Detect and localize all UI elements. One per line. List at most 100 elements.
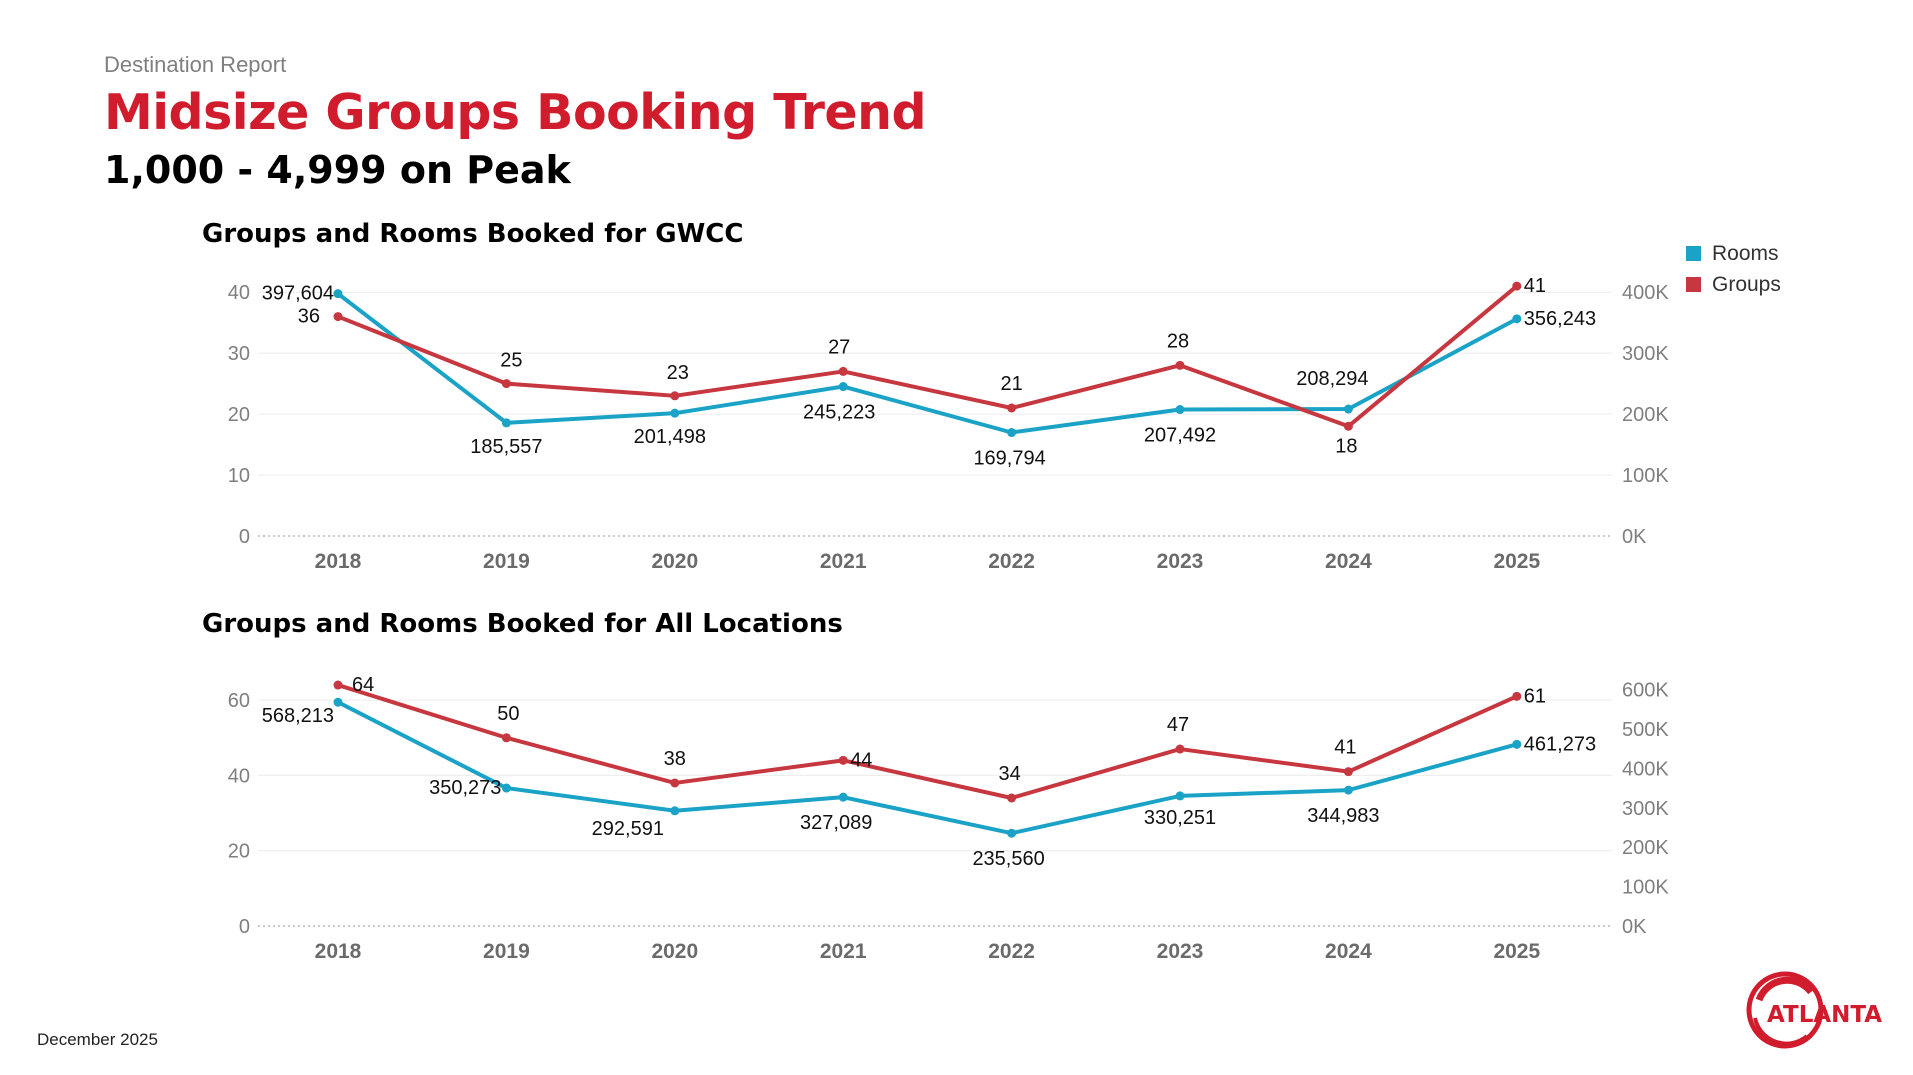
data-label-groups: 28 [1167,330,1189,352]
left-axis-tick-label: 20 [228,841,250,863]
data-label-rooms: 207,492 [1144,425,1216,447]
right-axis-tick-label: 200K [1622,837,1669,859]
data-point-rooms [838,792,848,802]
data-label-rooms: 461,273 [1524,733,1596,755]
data-point-rooms [1512,739,1522,749]
page-subtitle: 1,000 - 4,999 on Peak [104,148,571,192]
data-point-rooms [670,408,680,418]
data-point-rooms [333,697,343,707]
right-axis-tick-label: 300K [1622,798,1669,820]
series-line-rooms [336,292,1518,435]
right-axis-tick-label: 500K [1622,719,1669,741]
right-axis-tick-label: 0K [1622,526,1647,548]
data-point-groups [1007,793,1017,803]
x-axis-tick-label: 2019 [483,940,530,963]
legend-item-rooms[interactable]: Rooms [1686,238,1781,269]
left-axis-tick-label: 30 [228,343,250,365]
data-point-rooms [333,289,343,299]
data-label-rooms: 350,273 [429,777,501,799]
x-axis-tick-label: 2021 [820,550,867,573]
right-axis-tick-label: 100K [1622,465,1669,487]
page-title: Midsize Groups Booking Trend [104,84,927,141]
data-label-groups: 41 [1334,737,1356,759]
left-axis-tick-label: 0 [239,916,250,938]
data-point-rooms [838,382,848,392]
data-label-rooms: 327,089 [800,812,872,834]
series-line-rooms [337,700,1518,836]
x-axis-tick-label: 2022 [988,550,1035,573]
data-point-groups [670,778,680,788]
data-point-groups [333,680,343,690]
series-line-groups [337,683,1518,800]
data-label-rooms: 356,243 [1524,308,1596,330]
left-axis-tick-label: 40 [228,282,250,304]
data-point-groups [501,379,511,389]
right-axis-tick-label: 100K [1622,877,1669,899]
x-axis-tick-label: 2018 [315,940,362,963]
data-point-rooms [670,806,680,816]
data-label-rooms: 344,983 [1307,805,1379,827]
data-label-rooms: 568,213 [262,705,334,727]
data-label-rooms: 169,794 [973,448,1045,470]
chart-title-gwcc: Groups and Rooms Booked for GWCC [202,219,744,249]
left-axis-tick-label: 40 [228,765,250,787]
data-point-groups [1007,403,1017,413]
data-label-groups: 47 [1167,714,1189,736]
data-label-groups: 27 [828,336,850,358]
series-line-groups [337,284,1519,429]
data-point-rooms [1343,404,1353,414]
logo-wordmark: ATLANTA [1767,1002,1882,1028]
data-label-rooms: 245,223 [803,402,875,424]
x-axis-tick-label: 2024 [1325,940,1372,963]
legend-swatch-groups [1686,277,1701,292]
data-point-groups [501,733,511,743]
data-point-rooms [1175,405,1185,415]
data-point-groups [670,391,680,401]
legend-swatch-rooms [1686,246,1701,261]
data-point-rooms [1512,314,1522,324]
data-point-groups [1175,744,1185,754]
data-label-groups: 64 [352,674,374,696]
data-label-groups: 21 [1000,373,1022,395]
data-point-groups [838,366,848,376]
data-point-rooms [1007,828,1017,838]
atlanta-logo: ATLANTA [1746,971,1882,1049]
x-axis-tick-label: 2020 [651,550,698,573]
data-label-rooms: 397,604 [262,283,334,305]
right-axis-tick-label: 400K [1622,282,1669,304]
data-label-groups: 61 [1524,685,1546,707]
data-label-groups: 23 [667,362,689,384]
footer-date: December 2025 [37,1030,158,1049]
data-point-groups [1343,767,1353,777]
right-axis-tick-label: 200K [1622,404,1669,426]
left-axis-tick-label: 20 [228,404,250,426]
data-point-groups [1512,691,1522,701]
x-axis-tick-label: 2018 [315,550,362,573]
data-label-groups: 34 [998,763,1020,785]
left-axis-tick-label: 10 [228,465,250,487]
x-axis-tick-label: 2019 [483,550,530,573]
legend-label-groups: Groups [1712,272,1781,296]
data-point-rooms [1175,791,1185,801]
data-point-rooms [1007,428,1017,438]
x-axis-tick-label: 2024 [1325,550,1372,573]
chart-title-all-locations: Groups and Rooms Booked for All Location… [202,609,843,639]
data-label-rooms: 235,560 [972,848,1044,870]
report-eyebrow: Destination Report [104,52,287,77]
data-label-rooms: 185,557 [470,436,542,458]
data-label-groups: 38 [664,748,686,770]
data-point-groups [333,312,343,322]
left-axis-tick-label: 0 [239,526,250,548]
x-axis-tick-label: 2025 [1493,940,1540,963]
x-axis-tick-label: 2021 [820,940,867,963]
left-axis-tick-label: 60 [228,690,250,712]
data-label-groups: 36 [298,306,320,328]
x-axis-tick-label: 2020 [651,940,698,963]
data-label-groups: 25 [500,350,522,372]
data-label-rooms: 201,498 [634,426,706,448]
right-axis-tick-label: 600K [1622,680,1669,702]
data-label-groups: 50 [497,703,519,725]
legend-item-groups[interactable]: Groups [1686,269,1781,300]
